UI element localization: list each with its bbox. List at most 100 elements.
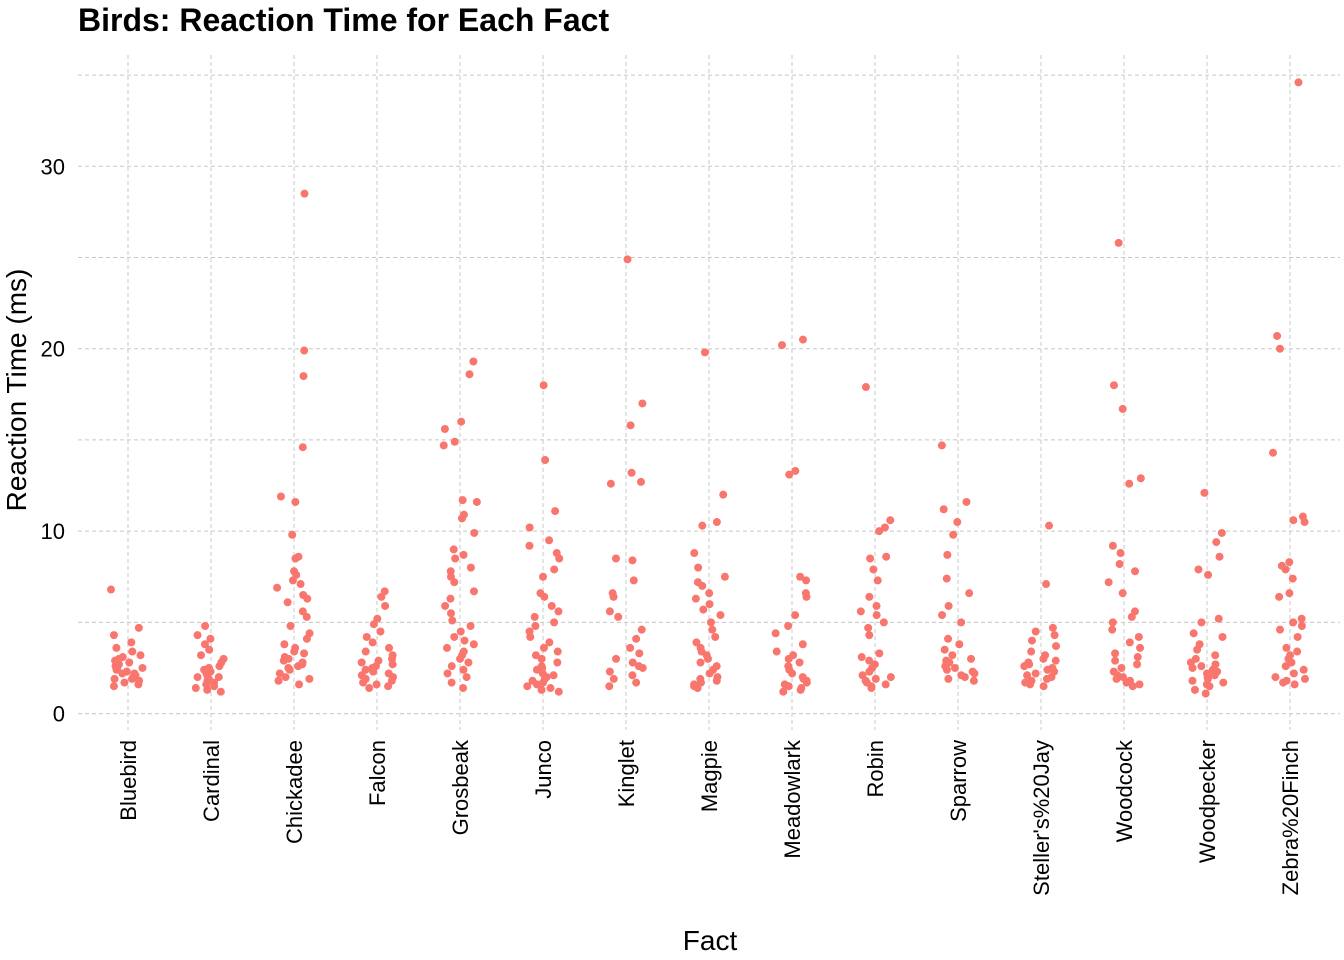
point (469, 587, 478, 596)
point (127, 638, 136, 647)
point (440, 424, 449, 433)
point (138, 663, 147, 672)
point (1111, 656, 1120, 665)
point (691, 594, 700, 603)
point (1212, 538, 1221, 547)
point (200, 665, 209, 674)
point (443, 669, 452, 678)
point (1118, 404, 1127, 413)
point (291, 497, 300, 506)
point (134, 680, 143, 689)
point (1027, 636, 1036, 645)
point (632, 678, 641, 687)
point (441, 601, 450, 610)
point (611, 554, 620, 563)
point (873, 576, 882, 585)
point (1045, 521, 1054, 530)
point (1218, 632, 1227, 641)
point (1275, 625, 1284, 634)
point (531, 622, 540, 631)
point (549, 671, 558, 680)
point (1285, 589, 1294, 598)
point (708, 625, 717, 634)
point (283, 598, 292, 607)
point (381, 601, 390, 610)
point (550, 565, 559, 574)
point (1282, 643, 1291, 652)
point (469, 357, 478, 366)
point (550, 618, 559, 627)
point (1188, 676, 1197, 685)
y-axis-label: Reaction Time (ms) (1, 269, 32, 512)
point (205, 645, 214, 654)
point (539, 381, 548, 390)
point (450, 437, 459, 446)
point (447, 678, 456, 687)
point (545, 638, 554, 647)
point (1031, 669, 1040, 678)
point (626, 421, 635, 430)
point (953, 518, 962, 527)
point (861, 383, 870, 392)
point (1039, 654, 1048, 663)
point (109, 682, 118, 691)
point (690, 549, 699, 558)
point (128, 674, 137, 683)
x-tick-label: Kinglet (614, 740, 639, 807)
point (1133, 660, 1142, 669)
point (526, 632, 535, 641)
point (1197, 618, 1206, 627)
point (705, 600, 714, 609)
point (606, 479, 615, 488)
point (460, 636, 469, 645)
point (711, 632, 720, 641)
point (1281, 662, 1290, 671)
point (464, 658, 473, 667)
point (692, 638, 701, 647)
point (694, 563, 703, 572)
point (112, 643, 121, 652)
point (609, 674, 618, 683)
point (1269, 448, 1278, 457)
point (1219, 678, 1228, 687)
x-tick-label: Bluebird (116, 740, 141, 821)
point (554, 607, 563, 616)
point (465, 370, 474, 379)
x-tick-label: Meadowlark (780, 739, 805, 859)
y-tick-label: 10 (41, 519, 65, 544)
point (864, 623, 873, 632)
point (372, 680, 381, 689)
point (203, 685, 212, 694)
point (886, 673, 895, 682)
point (1297, 622, 1306, 631)
point (547, 601, 556, 610)
point (555, 554, 564, 563)
point (523, 682, 532, 691)
point (605, 607, 614, 616)
x-tick-label: Woodpecker (1195, 740, 1220, 863)
point (875, 527, 884, 536)
point (1217, 528, 1226, 537)
x-tick-label: Sparrow (946, 740, 971, 822)
point (112, 665, 121, 674)
point (288, 530, 297, 539)
point (798, 640, 807, 649)
point (1031, 627, 1040, 636)
point (623, 255, 632, 264)
point (554, 687, 563, 696)
point (120, 678, 129, 687)
point (447, 662, 456, 671)
point (456, 654, 465, 663)
point (1297, 614, 1306, 623)
point (712, 518, 721, 527)
point (1215, 552, 1224, 561)
point (957, 618, 966, 627)
point (448, 616, 457, 625)
point (456, 627, 465, 636)
x-tick-label: Zebra%20Finch (1278, 740, 1303, 895)
point (1050, 631, 1059, 640)
point (772, 647, 781, 656)
point (784, 622, 793, 631)
point (1214, 614, 1223, 623)
